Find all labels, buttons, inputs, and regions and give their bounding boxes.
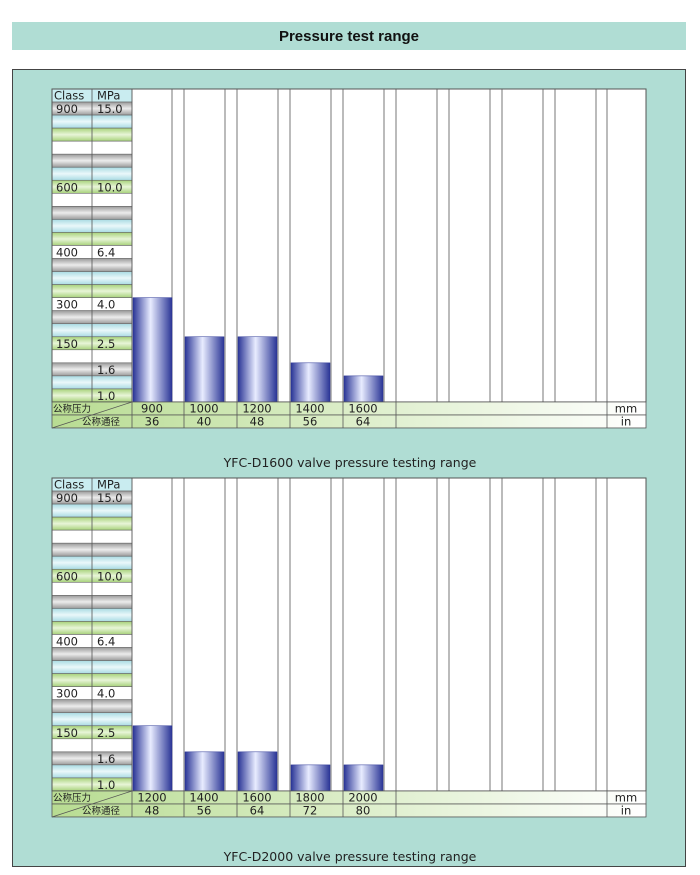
- scale-label-mpa: 2.5: [97, 337, 115, 351]
- scale-label-mpa: 6.4: [97, 246, 115, 260]
- tick-mm-1600: 1600: [348, 401, 377, 415]
- footer-diagonal: [51, 790, 133, 818]
- footer-label-diameter: 公称通径: [82, 805, 121, 817]
- scale-label-mpa: 6.4: [97, 635, 115, 649]
- scale-label-class: 300: [56, 298, 78, 312]
- scale-label-mpa: 10.0: [97, 569, 123, 583]
- scale-label-mpa: 4.0: [97, 298, 115, 312]
- title-bar: Pressure test range: [12, 22, 686, 50]
- bar-1600: [343, 375, 384, 403]
- unit-in: in: [621, 414, 631, 428]
- tick-in-40: 40: [197, 414, 212, 428]
- scale-label-class: 400: [56, 635, 78, 649]
- bar-2000: [343, 764, 384, 792]
- unit-mm: mm: [615, 401, 637, 415]
- bar-1400: [290, 362, 331, 403]
- tick-in-48: 48: [145, 803, 160, 817]
- tick-in-56: 56: [303, 414, 318, 428]
- tick-mm-1800: 1800: [295, 790, 324, 804]
- footer-in-row: [51, 803, 647, 818]
- scale-label-mpa: 1.0: [97, 778, 115, 792]
- scale-label-class: 300: [56, 687, 78, 701]
- page-title: Pressure test range: [278, 27, 420, 45]
- tick-mm-1400: 1400: [295, 401, 324, 415]
- header-mpa: MPa: [97, 89, 120, 103]
- scale-label-mpa: 15.0: [97, 491, 123, 505]
- bar-1200: [132, 725, 173, 792]
- tick-mm-1200: 1200: [137, 790, 166, 804]
- tick-mm-1400: 1400: [189, 790, 218, 804]
- chart-d1600: Class MPa 900 15.0 600 10.0 400 6.4 300 4.0 150 2.5…: [51, 88, 647, 429]
- chart-caption-d1600: YFC-D1600 valve pressure testing range: [223, 455, 477, 470]
- scale-label-mpa: 15.0: [97, 102, 123, 116]
- bar-1400: [184, 751, 225, 792]
- scale-label-mpa: 10.0: [97, 180, 123, 194]
- scale-label-class: 900: [56, 102, 78, 116]
- footer-label-pressure: 公称压力: [53, 403, 91, 415]
- footer-in-row: [51, 414, 647, 429]
- tick-mm-900: 900: [141, 401, 163, 415]
- bar-1800: [290, 764, 331, 792]
- footer-diagonal: [51, 401, 133, 429]
- tick-mm-2000: 2000: [348, 790, 377, 804]
- scale-label-class: 600: [56, 569, 78, 583]
- tick-mm-1200: 1200: [242, 401, 271, 415]
- scale-label-mpa: 1.0: [97, 389, 115, 403]
- tick-in-56: 56: [197, 803, 212, 817]
- scale-label-mpa: 1.6: [97, 363, 115, 377]
- scale-label-mpa: 1.6: [97, 752, 115, 766]
- tick-mm-1600: 1600: [242, 790, 271, 804]
- footer-label-diameter: 公称通径: [82, 416, 121, 428]
- scale-label-class: 600: [56, 180, 78, 194]
- unit-mm: mm: [615, 790, 637, 804]
- scale-label-class: 400: [56, 246, 78, 260]
- header-mpa: MPa: [97, 478, 120, 492]
- header-class: Class: [54, 478, 84, 492]
- header-class: Class: [54, 89, 84, 103]
- scale-label-class: 150: [56, 337, 78, 351]
- scale-label-mpa: 4.0: [97, 687, 115, 701]
- scale-label-class: 900: [56, 491, 78, 505]
- tick-in-64: 64: [250, 803, 265, 817]
- chart-d2000: Class MPa 900 15.0 600 10.0 400 6.4 300 4.0 150 2.5…: [51, 477, 647, 818]
- bar-1600: [237, 751, 278, 792]
- chart-caption-d2000: YFC-D2000 valve pressure testing range: [223, 849, 477, 864]
- bar-1000: [184, 336, 225, 403]
- tick-in-48: 48: [250, 414, 265, 428]
- tick-mm-1000: 1000: [189, 401, 218, 415]
- tick-in-36: 36: [145, 414, 160, 428]
- bar-1200: [237, 336, 278, 403]
- tick-in-72: 72: [303, 803, 318, 817]
- footer-label-pressure: 公称压力: [53, 792, 91, 804]
- unit-in: in: [621, 803, 631, 817]
- tick-in-80: 80: [356, 803, 371, 817]
- scale-label-class: 150: [56, 726, 78, 740]
- bar-900: [132, 297, 173, 403]
- tick-in-64: 64: [356, 414, 371, 428]
- scale-label-mpa: 2.5: [97, 726, 115, 740]
- plot-area: [132, 478, 646, 791]
